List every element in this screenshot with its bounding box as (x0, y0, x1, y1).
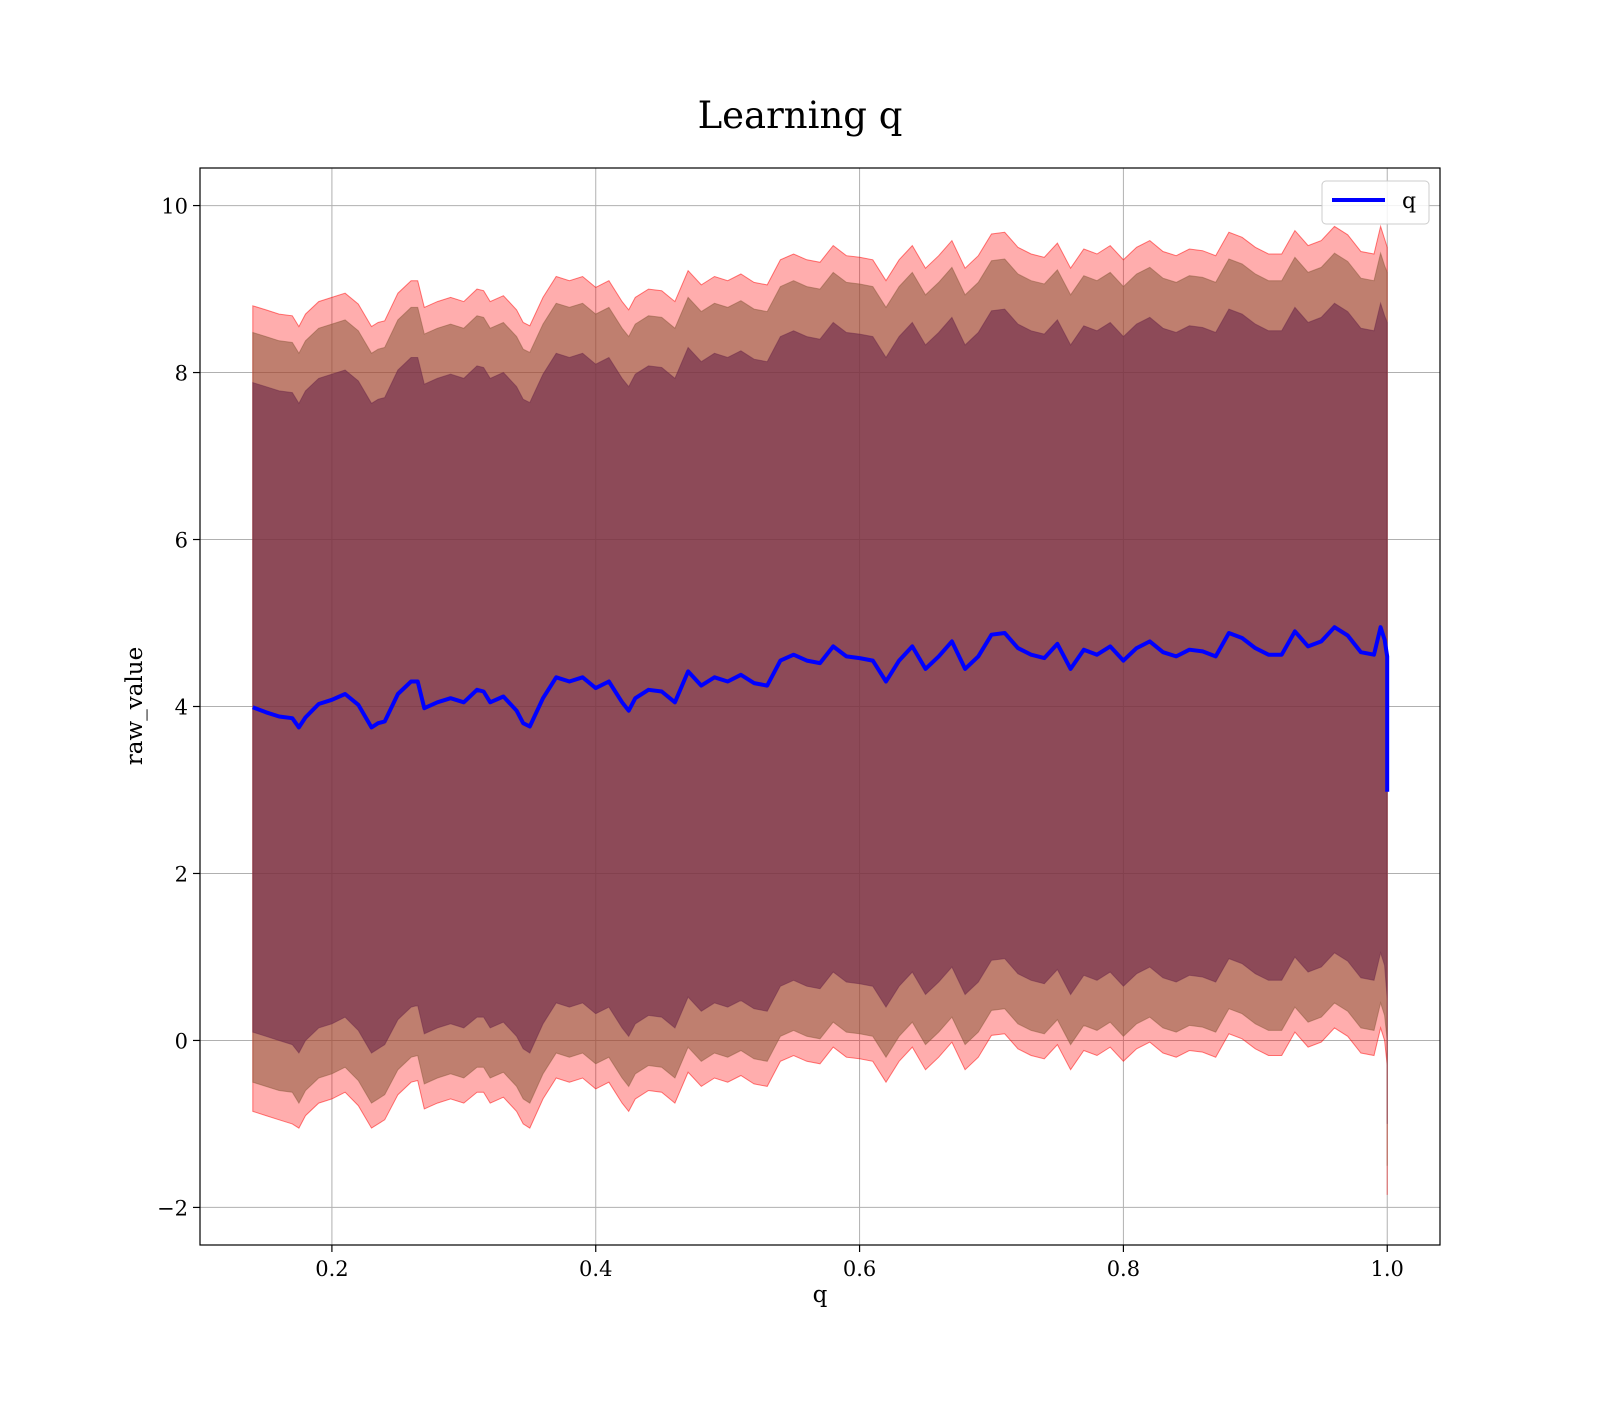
x-tick-label: 0.8 (1107, 1257, 1140, 1281)
legend: q (1321, 180, 1430, 225)
legend-label-q: q (1402, 189, 1416, 214)
series-lines (252, 625, 1390, 792)
chart-title: Learning q (698, 94, 903, 137)
y-tick-label: 8 (175, 362, 188, 386)
y-tick-label: 6 (175, 529, 188, 553)
y-tick-label: 10 (161, 195, 188, 219)
band-inner (252, 301, 1388, 1124)
x-tick-label: 0.6 (843, 1257, 876, 1281)
confidence-bands (252, 224, 1388, 1195)
x-tick-label: 0.4 (579, 1257, 612, 1281)
legend-box (1321, 180, 1430, 225)
x-axis-ticks: 0.2 0.4 0.6 0.8 1.0 (315, 1245, 1404, 1281)
y-tick-label: 2 (175, 862, 188, 886)
x-axis-label: q (813, 1282, 828, 1308)
y-axis-ticks: −2 0 2 4 6 8 10 (157, 195, 200, 1220)
x-tick-label: 1.0 (1371, 1257, 1404, 1281)
series-line-q (252, 625, 1390, 792)
y-tick-label: 4 (175, 696, 188, 720)
y-tick-label: 0 (175, 1029, 188, 1053)
y-axis-label: raw_value (122, 647, 148, 765)
y-tick-label: −2 (157, 1196, 188, 1220)
x-tick-label: 0.2 (315, 1257, 348, 1281)
